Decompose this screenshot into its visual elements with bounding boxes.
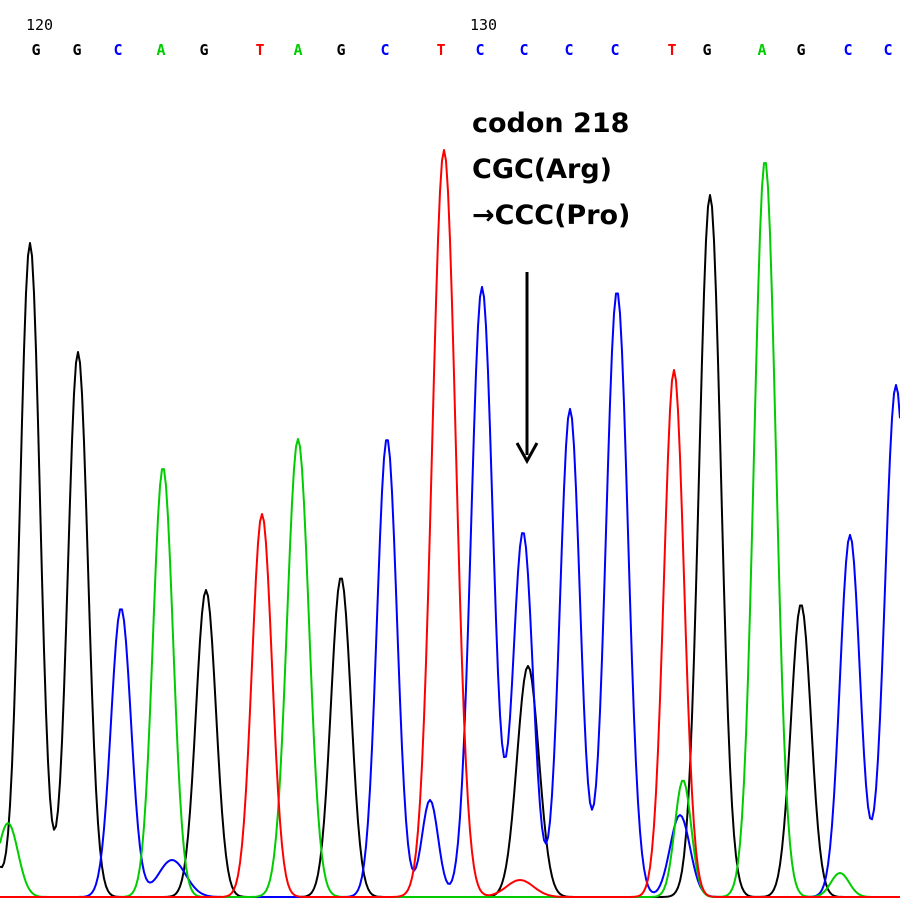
- annotation-line-2: CGC(Arg): [472, 154, 612, 185]
- base-call-G: G: [31, 41, 40, 59]
- base-call-C: C: [843, 41, 852, 59]
- annotation-line-1: codon 218: [472, 108, 629, 139]
- base-call-C: C: [610, 41, 619, 59]
- traces: [0, 149, 900, 898]
- position-labels: 120 130: [26, 16, 497, 34]
- trace-A: [0, 162, 900, 898]
- trace-T: [0, 149, 900, 898]
- base-call-C: C: [475, 41, 484, 59]
- base-call-C: C: [519, 41, 528, 59]
- base-call-T: T: [255, 41, 264, 59]
- base-call-G: G: [702, 41, 711, 59]
- base-call-G: G: [199, 41, 208, 59]
- base-call-G: G: [72, 41, 81, 59]
- base-call-C: C: [564, 41, 573, 59]
- base-call-A: A: [293, 41, 302, 59]
- down-arrow-icon: [515, 272, 539, 465]
- position-label: 120: [26, 16, 53, 34]
- base-call-T: T: [436, 41, 445, 59]
- trace-C: [0, 285, 900, 898]
- annotation-line-3: →CCC(Pro): [472, 200, 630, 231]
- mutation-annotation: codon 218 CGC(Arg) →CCC(Pro): [472, 108, 630, 465]
- base-call-A: A: [757, 41, 766, 59]
- base-call-C: C: [380, 41, 389, 59]
- base-call-G: G: [796, 41, 805, 59]
- base-call-G: G: [336, 41, 345, 59]
- position-label: 130: [470, 16, 497, 34]
- base-call-A: A: [156, 41, 165, 59]
- base-call-C: C: [113, 41, 122, 59]
- base-call-C: C: [883, 41, 892, 59]
- base-call-T: T: [667, 41, 676, 59]
